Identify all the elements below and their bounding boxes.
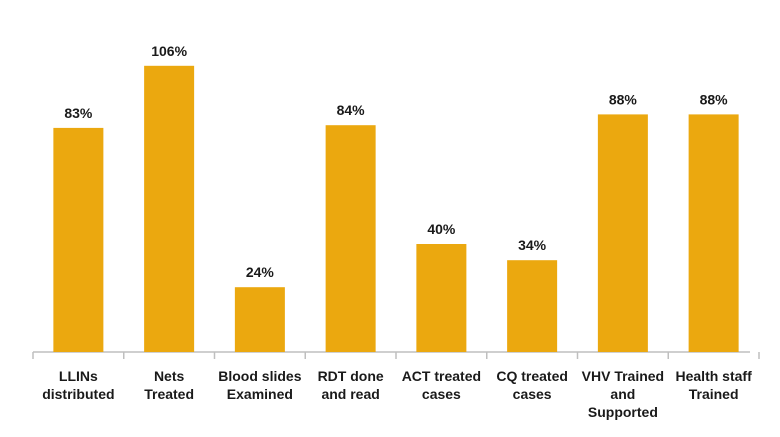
category-label: Health staff Trained <box>676 368 753 402</box>
bar <box>234 287 285 352</box>
bar <box>416 244 467 352</box>
data-label: 84% <box>337 102 366 118</box>
data-label: 34% <box>518 237 547 253</box>
bar <box>325 125 376 352</box>
data-label: 88% <box>700 91 729 107</box>
category-label: CQ treated cases <box>496 368 568 402</box>
data-label: 106% <box>151 43 187 59</box>
category-label: RDT done and read <box>318 368 384 402</box>
data-label: 24% <box>246 264 275 280</box>
bar <box>53 127 104 353</box>
category-label: ACT treated cases <box>402 368 481 402</box>
bar <box>507 260 558 352</box>
category-label: Nets Treated <box>144 368 194 402</box>
data-label: 88% <box>609 91 638 107</box>
data-label: 83% <box>64 105 93 121</box>
category-label: Blood slides Examined <box>218 368 301 402</box>
bar <box>688 114 739 353</box>
data-label: 40% <box>427 221 456 237</box>
category-label: VHV Trained and Supported <box>582 368 664 420</box>
bar <box>597 114 648 353</box>
category-label: LLINs distributed <box>42 368 114 402</box>
bar <box>144 65 195 353</box>
